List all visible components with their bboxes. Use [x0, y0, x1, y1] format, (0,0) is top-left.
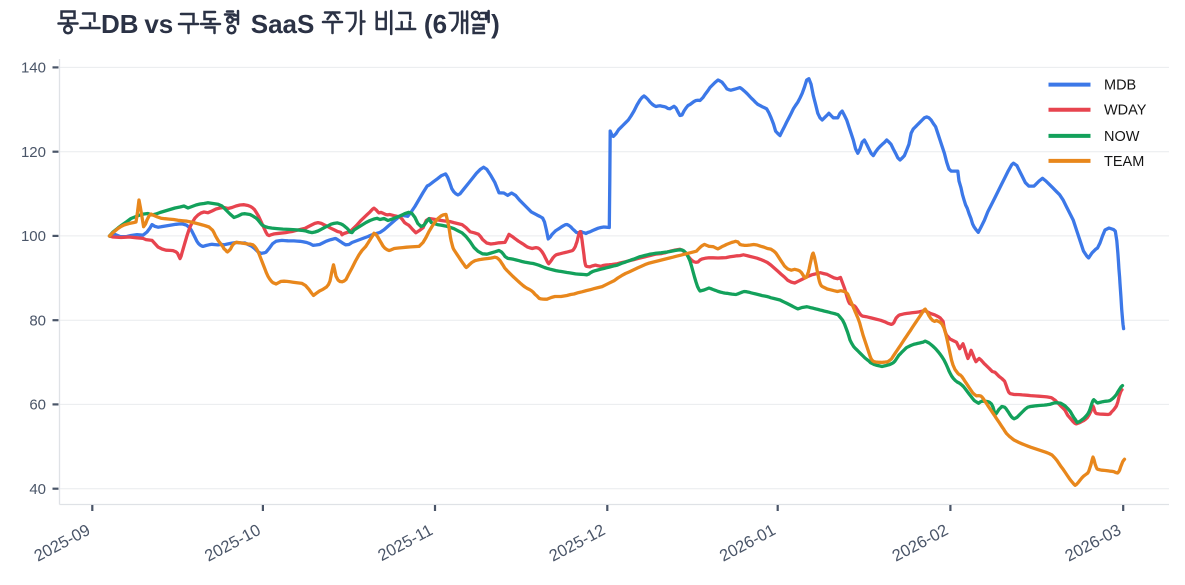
svg-text:DB: DB: [101, 9, 139, 39]
svg-text:40: 40: [29, 481, 46, 498]
svg-text:140: 140: [21, 60, 46, 77]
svg-text:NOW: NOW: [1104, 129, 1140, 145]
svg-text:120: 120: [21, 144, 46, 161]
svg-text:vs: vs: [137, 9, 180, 39]
svg-text:100: 100: [21, 228, 46, 245]
svg-text:WDAY: WDAY: [1104, 103, 1147, 119]
svg-text:SaaS: SaaS: [244, 9, 322, 39]
svg-text:MDB: MDB: [1104, 78, 1136, 94]
svg-text:60: 60: [29, 397, 46, 414]
svg-text:(6: (6: [417, 9, 447, 39]
svg-text:80: 80: [29, 312, 46, 329]
svg-text:TEAM: TEAM: [1104, 154, 1144, 170]
svg-text:): ): [491, 9, 500, 39]
